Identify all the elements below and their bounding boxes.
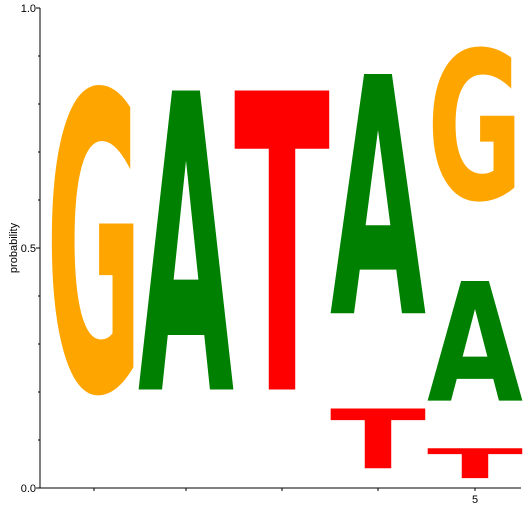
y-axis-label: probability bbox=[8, 222, 20, 273]
logo-letter-t: T bbox=[330, 393, 426, 488]
y-ticks: 0.0 0.5 1.0 bbox=[21, 3, 40, 495]
logo-letter-t: T bbox=[427, 441, 523, 488]
y-tick-label: 0.0 bbox=[21, 483, 36, 495]
logo-letter-a: A bbox=[138, 10, 235, 487]
x-ticks: 5 bbox=[93, 488, 478, 506]
logo-letter-t: T bbox=[234, 10, 331, 488]
logo-letter-g: G bbox=[46, 10, 142, 487]
logo-letter-a: A bbox=[427, 249, 523, 440]
logo-letter-g: G bbox=[427, 10, 523, 248]
axes: 0.0 0.5 1.0 5 probability bbox=[8, 3, 521, 506]
logo-letter-a: A bbox=[330, 9, 426, 391]
y-tick-label: 0.5 bbox=[21, 243, 36, 255]
x-tick-label: 5 bbox=[472, 494, 478, 506]
y-tick-label: 1.0 bbox=[21, 3, 36, 15]
